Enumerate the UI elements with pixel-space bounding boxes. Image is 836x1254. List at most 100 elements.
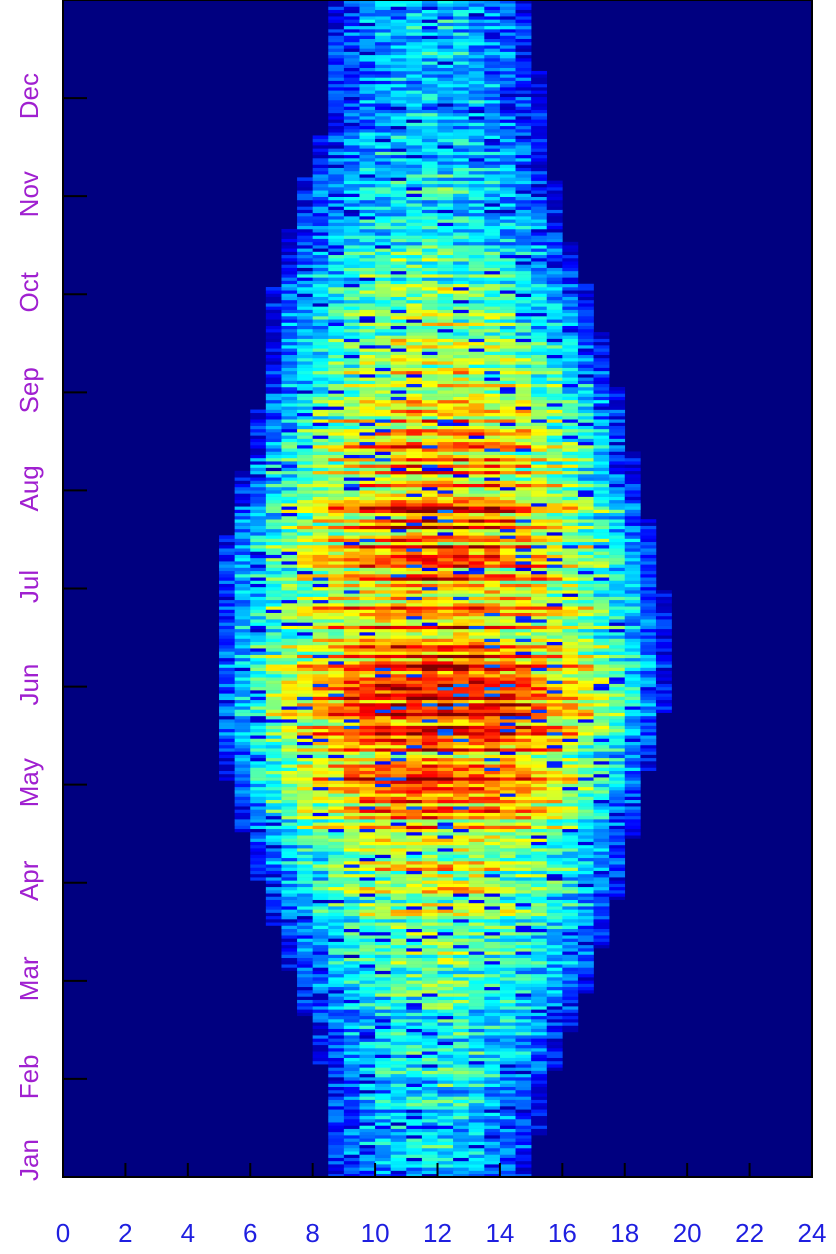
heatmap-cell <box>359 719 376 723</box>
heatmap-cell <box>515 567 532 572</box>
heatmap-cell <box>562 622 579 626</box>
heatmap-cell <box>499 686 516 691</box>
heatmap-cell <box>640 748 657 752</box>
heatmap-cell <box>343 873 360 878</box>
heatmap-cell <box>406 677 423 681</box>
heatmap-cell <box>624 535 641 539</box>
heatmap-cell <box>265 864 282 868</box>
heatmap-cell <box>328 780 345 784</box>
heatmap-cell <box>375 509 391 514</box>
heatmap-cell <box>468 948 485 952</box>
heatmap-cell <box>515 619 532 623</box>
heatmap-cell <box>499 596 516 601</box>
heatmap-cell <box>624 528 641 533</box>
heatmap-cell <box>312 719 329 723</box>
heatmap-cell <box>484 1160 501 1165</box>
heatmap-cell <box>453 989 469 994</box>
heatmap-cell <box>390 928 407 933</box>
heatmap-cell <box>577 625 594 630</box>
heatmap-cell <box>515 773 532 778</box>
heatmap-cell <box>546 748 563 752</box>
heatmap-cell <box>624 554 641 559</box>
heatmap-cell <box>250 635 267 639</box>
heatmap-cell <box>375 615 391 620</box>
heatmap-cell <box>499 551 516 555</box>
heatmap-cell <box>577 593 594 597</box>
heatmap-cell <box>328 812 345 817</box>
heatmap-cell <box>312 1057 329 1062</box>
heatmap-cell <box>421 722 438 726</box>
heatmap-cell <box>359 873 376 878</box>
heatmap-cell <box>484 1106 501 1110</box>
heatmap-cell <box>515 612 532 617</box>
heatmap-cell <box>297 890 313 894</box>
heatmap-cell <box>359 1099 376 1104</box>
heatmap-cell <box>359 1173 376 1177</box>
heatmap-cell <box>234 644 251 649</box>
heatmap-cell <box>468 706 485 710</box>
heatmap-cell <box>359 1041 376 1046</box>
heatmap-cell <box>437 754 454 759</box>
heatmap-cell <box>546 857 563 862</box>
heatmap-cell <box>281 919 298 923</box>
heatmap-cell <box>312 870 329 875</box>
heatmap-cell <box>281 851 298 855</box>
heatmap-cell <box>531 780 548 784</box>
heatmap-cell <box>375 944 391 949</box>
heatmap-cell <box>453 709 469 713</box>
heatmap-cell <box>468 1002 485 1007</box>
heatmap-cell <box>499 1125 516 1129</box>
heatmap-cell <box>390 519 407 523</box>
heatmap-cell <box>562 693 579 697</box>
heatmap-cell <box>390 996 407 1000</box>
heatmap-cell <box>562 867 579 871</box>
heatmap-cell <box>219 644 235 649</box>
heatmap-cell <box>515 1038 532 1042</box>
heatmap-cell <box>593 654 610 659</box>
heatmap-cell <box>655 625 672 630</box>
heatmap-cell <box>468 899 485 904</box>
heatmap-cell <box>453 544 469 549</box>
heatmap-cell <box>359 902 376 907</box>
heatmap-cell <box>437 544 454 549</box>
heatmap-cell <box>421 812 438 817</box>
heatmap-cell <box>546 644 563 649</box>
heatmap-cell <box>359 886 376 891</box>
heatmap-cell <box>406 1006 423 1010</box>
heatmap-cell <box>484 973 501 978</box>
heatmap-cell <box>312 799 329 804</box>
heatmap-cell <box>390 635 407 639</box>
heatmap-cell <box>328 722 345 726</box>
heatmap-cell <box>484 783 501 788</box>
heatmap-cell <box>421 577 438 581</box>
heatmap-cell <box>297 699 313 704</box>
heatmap-cell <box>562 1018 579 1023</box>
heatmap-cell <box>499 799 516 804</box>
heatmap-cell <box>531 886 548 891</box>
heatmap-cell <box>312 712 329 717</box>
heatmap-cell <box>359 1009 376 1013</box>
heatmap-cell <box>531 615 548 620</box>
heatmap-cell <box>468 977 485 981</box>
heatmap-cell <box>437 564 454 568</box>
heatmap-cell <box>453 561 469 565</box>
heatmap-cell <box>421 638 438 642</box>
heatmap-cell <box>359 619 376 623</box>
heatmap-cell <box>531 970 548 975</box>
heatmap-cell <box>406 544 423 549</box>
heatmap-cell <box>328 544 345 549</box>
heatmap-cell <box>359 925 376 929</box>
heatmap-cell <box>609 873 626 878</box>
heatmap-cell <box>609 732 626 736</box>
heatmap-cell <box>562 638 579 642</box>
heatmap-cell <box>484 1015 501 1020</box>
heatmap-cell <box>577 738 594 742</box>
heatmap-cell <box>531 809 548 813</box>
heatmap-cell <box>234 761 251 765</box>
heatmap-cell <box>499 677 516 681</box>
heatmap-cell <box>281 935 298 939</box>
heatmap-cell <box>484 741 501 746</box>
heatmap-cell <box>421 625 438 630</box>
heatmap-cell <box>406 1128 423 1133</box>
heatmap-cell <box>281 822 298 826</box>
